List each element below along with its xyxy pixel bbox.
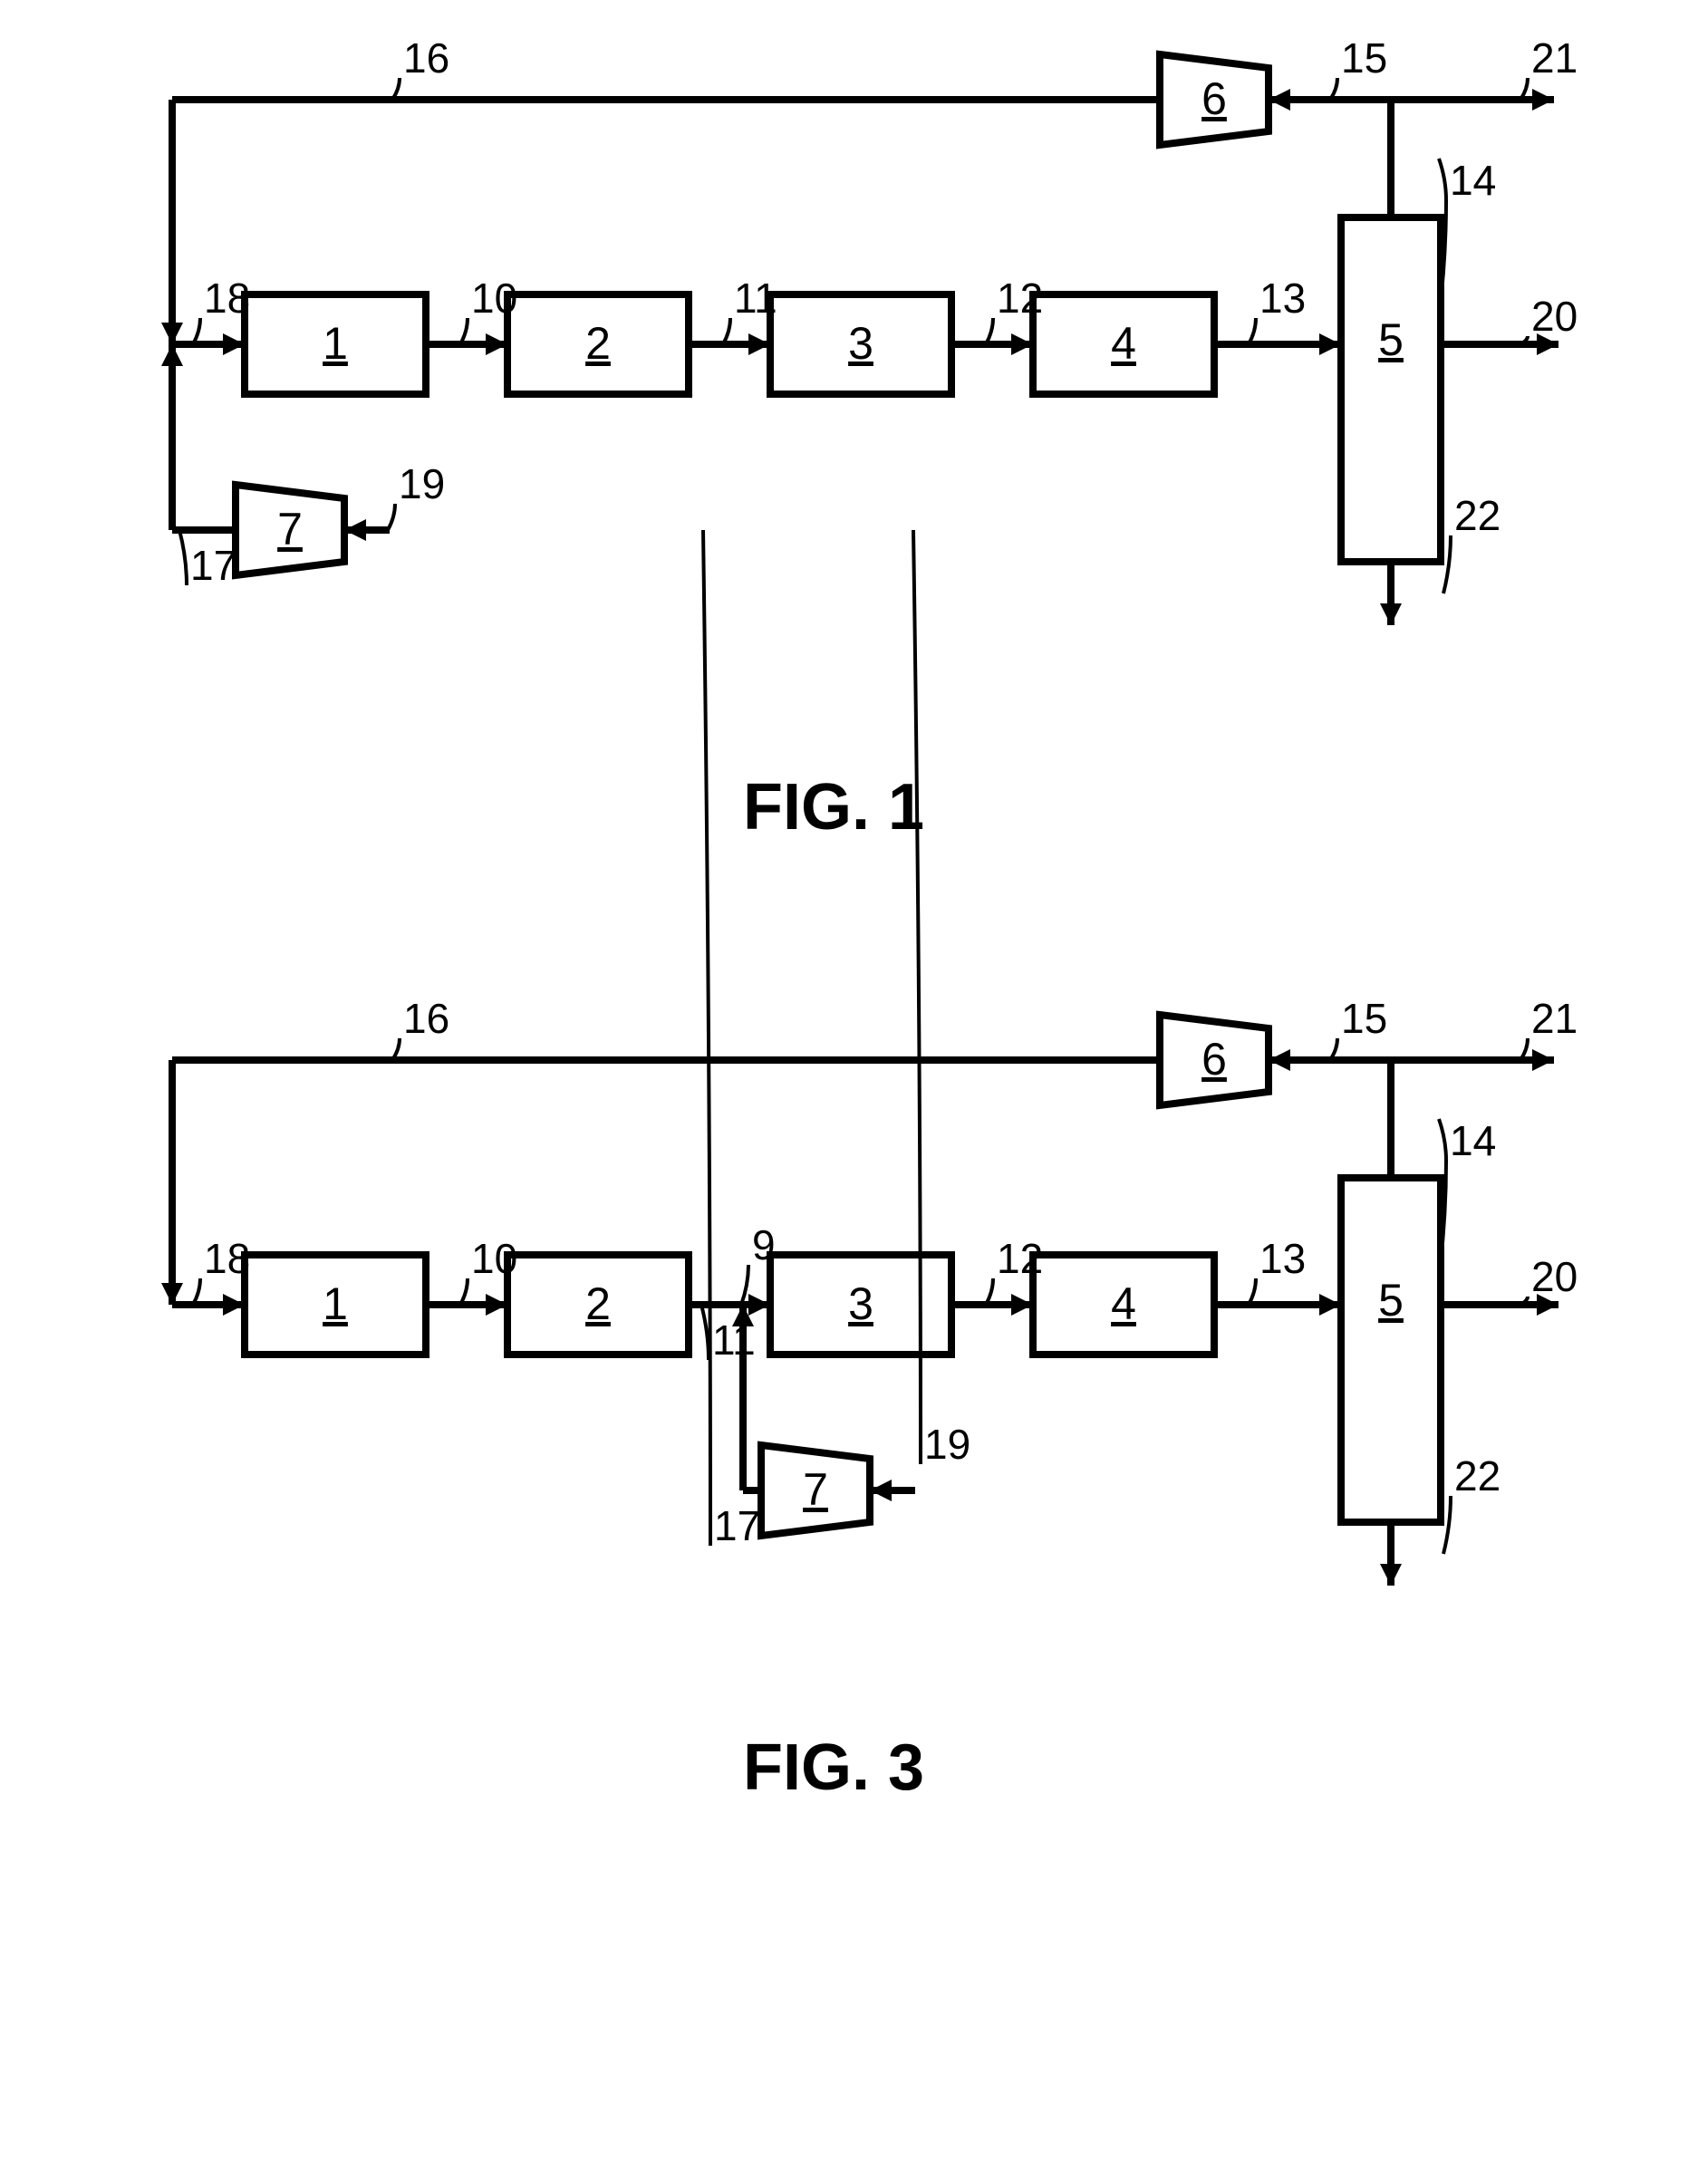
label-4: 4: [1111, 1278, 1136, 1329]
label-13: 13: [1259, 275, 1306, 322]
label-14: 14: [1450, 1117, 1496, 1164]
label-10: 10: [471, 275, 517, 322]
label-12: 12: [997, 1235, 1043, 1282]
label-17: 17: [190, 542, 236, 589]
label-10: 10: [471, 1235, 517, 1282]
diagram-canvas: 12345671810111213201414211516221719FIG. …: [0, 0, 1708, 2160]
label-1: 1: [323, 1278, 348, 1329]
label-17: 17: [714, 1502, 760, 1549]
label-12: 12: [997, 275, 1043, 322]
figure-caption: FIG. 3: [743, 1731, 924, 1804]
label-22: 22: [1454, 1452, 1501, 1499]
label-11: 11: [734, 275, 777, 322]
label-20: 20: [1531, 293, 1578, 340]
label-19: 19: [399, 460, 445, 507]
label-7: 7: [277, 504, 303, 554]
label-20: 20: [1531, 1253, 1578, 1300]
label-3: 3: [848, 1278, 873, 1329]
label-13: 13: [1259, 1235, 1306, 1282]
label-19: 19: [924, 1421, 970, 1468]
label-16: 16: [403, 995, 449, 1042]
label-21: 21: [1531, 34, 1578, 82]
label-2: 2: [585, 318, 611, 369]
label-15: 15: [1341, 995, 1387, 1042]
label-6: 6: [1201, 1034, 1227, 1085]
label-18: 18: [204, 275, 250, 322]
label-1: 1: [323, 318, 348, 369]
label-2: 2: [585, 1278, 611, 1329]
label-9: 9: [752, 1221, 776, 1268]
label-14: 14: [1450, 157, 1496, 204]
label-22: 22: [1454, 492, 1501, 539]
label-21: 21: [1531, 995, 1578, 1042]
label-11: 11: [712, 1316, 756, 1364]
label-6: 6: [1201, 73, 1227, 124]
label-5: 5: [1378, 1275, 1404, 1326]
label-4: 4: [1111, 318, 1136, 369]
label-7: 7: [803, 1464, 828, 1515]
block-5: [1341, 217, 1441, 562]
block-5: [1341, 1178, 1441, 1522]
label-18: 18: [204, 1235, 250, 1282]
label-3: 3: [848, 318, 873, 369]
label-16: 16: [403, 34, 449, 82]
figure-caption: FIG. 1: [743, 771, 924, 844]
label-5: 5: [1378, 314, 1404, 365]
label-15: 15: [1341, 34, 1387, 82]
